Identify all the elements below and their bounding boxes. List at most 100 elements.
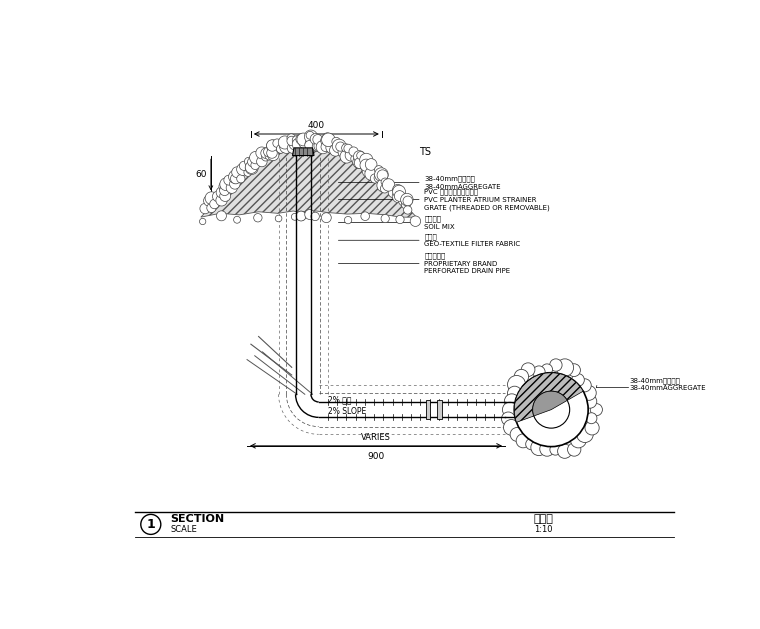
Circle shape — [254, 213, 262, 222]
Circle shape — [216, 194, 227, 206]
Circle shape — [370, 174, 379, 183]
Circle shape — [361, 164, 369, 172]
Circle shape — [380, 184, 389, 193]
Circle shape — [530, 440, 547, 455]
Wedge shape — [533, 391, 567, 416]
Circle shape — [277, 145, 285, 153]
Circle shape — [275, 215, 282, 222]
Circle shape — [207, 203, 216, 213]
Circle shape — [273, 139, 281, 147]
Circle shape — [515, 373, 588, 447]
Circle shape — [321, 133, 335, 147]
Text: SCALE: SCALE — [170, 525, 197, 534]
Circle shape — [296, 143, 303, 151]
Circle shape — [344, 144, 353, 153]
Circle shape — [217, 211, 226, 221]
Text: 专用排水管
PROPRIETARY BRAND
PERFORATED DRAIN PIPE: 专用排水管 PROPRIETARY BRAND PERFORATED DRAIN… — [424, 253, 510, 274]
Wedge shape — [515, 373, 583, 422]
Text: TS: TS — [419, 147, 431, 157]
Circle shape — [265, 152, 274, 160]
Circle shape — [533, 391, 570, 428]
Circle shape — [394, 191, 401, 198]
Circle shape — [344, 216, 352, 224]
Polygon shape — [201, 144, 416, 217]
Circle shape — [257, 156, 268, 167]
Circle shape — [296, 211, 306, 221]
Circle shape — [591, 404, 603, 416]
Text: SECTION: SECTION — [170, 514, 224, 524]
Circle shape — [572, 374, 584, 386]
Circle shape — [504, 420, 519, 435]
Circle shape — [392, 190, 405, 203]
Circle shape — [516, 434, 530, 448]
Circle shape — [289, 139, 300, 150]
Circle shape — [305, 138, 318, 150]
Circle shape — [256, 147, 268, 159]
Circle shape — [199, 218, 206, 225]
Text: 400: 400 — [308, 121, 325, 130]
Circle shape — [267, 148, 277, 159]
Circle shape — [349, 147, 358, 156]
Circle shape — [578, 379, 591, 392]
Circle shape — [508, 376, 526, 394]
Circle shape — [219, 181, 230, 192]
Circle shape — [393, 185, 406, 198]
Circle shape — [401, 193, 413, 206]
Circle shape — [336, 142, 345, 151]
Circle shape — [224, 175, 234, 185]
Bar — [437, 401, 442, 419]
Circle shape — [245, 161, 258, 174]
Circle shape — [394, 191, 405, 201]
Circle shape — [533, 366, 545, 378]
Circle shape — [541, 364, 553, 375]
Circle shape — [502, 402, 518, 417]
Circle shape — [296, 211, 306, 221]
Circle shape — [377, 179, 391, 192]
Circle shape — [264, 147, 274, 157]
Circle shape — [277, 145, 285, 153]
Circle shape — [220, 191, 230, 201]
Circle shape — [359, 153, 373, 167]
Circle shape — [354, 158, 366, 169]
Circle shape — [330, 144, 341, 156]
Circle shape — [299, 135, 312, 149]
Circle shape — [363, 164, 376, 178]
Circle shape — [568, 443, 581, 456]
Circle shape — [244, 169, 252, 176]
Circle shape — [278, 136, 291, 149]
Text: 剪面图: 剪面图 — [534, 514, 553, 524]
Circle shape — [305, 140, 314, 150]
Circle shape — [377, 170, 388, 181]
Circle shape — [251, 161, 260, 170]
Circle shape — [401, 200, 410, 209]
Circle shape — [326, 142, 338, 153]
Circle shape — [342, 144, 350, 152]
Text: PVC 植楽层排水宽边水网
PVC PLANTER ATRIUM STRAINER
GRATE (THREADED OR REMOVABLE): PVC 植楽层排水宽边水网 PVC PLANTER ATRIUM STRAINE… — [424, 189, 550, 211]
Circle shape — [291, 213, 298, 220]
Circle shape — [306, 131, 314, 139]
Circle shape — [375, 168, 388, 181]
Text: VARIES: VARIES — [361, 433, 391, 442]
Circle shape — [337, 143, 347, 154]
Circle shape — [345, 150, 356, 161]
Circle shape — [210, 199, 219, 209]
Bar — [426, 401, 430, 419]
Circle shape — [550, 444, 561, 455]
Circle shape — [267, 140, 279, 152]
Circle shape — [261, 153, 270, 161]
Circle shape — [403, 196, 413, 206]
Circle shape — [382, 179, 394, 191]
Circle shape — [280, 136, 288, 145]
Circle shape — [268, 149, 279, 160]
Text: 2% 坡度
2% SLOPE: 2% 坡度 2% SLOPE — [328, 396, 366, 416]
Text: 38-40mm四级配料
38-40mmAGGREGATE: 38-40mm四级配料 38-40mmAGGREGATE — [424, 175, 501, 189]
Circle shape — [305, 209, 315, 220]
Circle shape — [297, 133, 310, 146]
Circle shape — [353, 155, 366, 169]
Circle shape — [510, 428, 524, 442]
Circle shape — [515, 369, 529, 384]
Circle shape — [226, 182, 237, 193]
Circle shape — [570, 432, 587, 448]
Circle shape — [585, 421, 599, 435]
Circle shape — [365, 167, 378, 181]
